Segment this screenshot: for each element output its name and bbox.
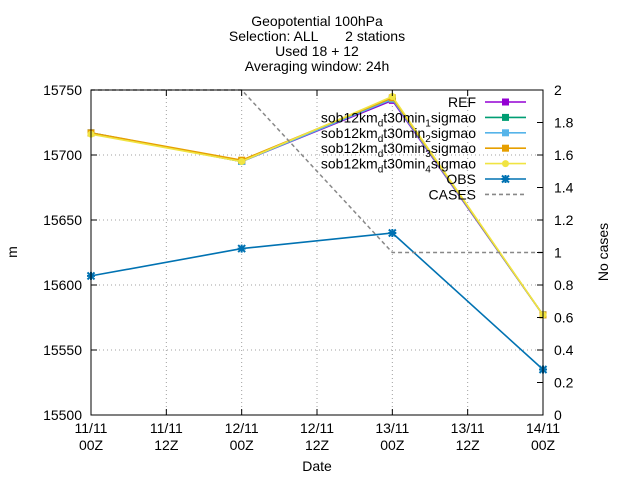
y2-tick-label: 1.8 [554,115,574,131]
y2-axis: 0 0.2 0.4 0.6 0.8 1 1.2 1.4 1.6 1.8 2 [537,82,574,423]
x-tick-label: 11/11 [75,420,108,436]
legend-label: sob12kmdt30min4sigmao [321,156,476,176]
y-axis: 15500 15550 15600 15650 15700 15750 [43,82,97,423]
series-line [91,89,543,254]
x-tick-label: 13/11 [451,420,485,436]
y2-tick-label: 1.4 [554,180,574,196]
legend-label: sob12kmdt30min1sigmao [321,109,476,129]
x-tick-label: 12/11 [300,420,334,436]
title-line: Averaging window: 24h [245,58,390,74]
legend-label: REF [448,94,476,110]
data-point [388,228,397,238]
x-tick-label: 00Z [79,437,104,453]
y2-tick-label: 1.6 [554,147,574,163]
series-line [90,95,544,316]
x-tick-label: 12Z [456,437,481,453]
y2-tick-label: 1 [554,245,562,261]
x-axis-label: Date [302,458,332,474]
x-tick-label: 14/11 [526,420,560,436]
data-point [388,93,396,100]
x-tick-label: 12Z [154,437,179,453]
data-point [502,113,509,121]
y-axis-label: m [4,246,20,258]
legend-label: sob12kmdt30min2sigmao [321,125,476,145]
title-line: Geopotential 100hPa [251,13,383,29]
y-tick-label: 15700 [43,147,82,163]
x-tick-label: 00Z [230,437,255,453]
legend-label: sob12kmdt30min3sigmao [321,140,476,160]
data-point [237,244,246,253]
y2-tick-label: 1.2 [554,212,574,228]
series-cases [91,89,543,254]
x-tick-label: 12Z [305,437,330,453]
x-axis: 11/1100Z11/1112Z12/1100Z12/1112Z13/1100Z… [75,90,560,453]
title-line: Selection: ALL 2 stations [229,28,405,44]
data-point [238,158,246,165]
y2-axis-label: No cases [595,223,611,281]
legend-label: OBS [446,171,476,187]
y-tick-label: 15600 [43,277,82,293]
y2-tick-label: 0 [554,407,562,423]
y-tick-label: 15500 [43,407,82,423]
x-tick-label: 13/11 [375,420,409,436]
title-line: Used 18 + 12 [275,43,359,59]
legend: REFsob12kmdt30min1sigmaosob12kmdt30min2s… [321,94,526,202]
y-tick-label: 15750 [43,82,82,98]
y-tick-label: 15550 [43,342,82,358]
series-sob12km-dt30min-4sigmao [87,93,547,319]
legend-label: CASES [429,186,476,202]
data-point [501,174,510,184]
x-tick-label: 00Z [380,437,405,453]
y2-tick-label: 0.8 [554,277,574,293]
data-point [502,160,509,168]
grid [91,90,543,415]
data-point [502,144,509,152]
x-tick-label: 12/11 [225,420,259,436]
x-tick-label: 00Z [531,437,556,453]
y2-tick-label: 0.6 [554,310,574,326]
x-tick-label: 11/11 [150,420,183,436]
series-line [90,232,544,371]
y2-tick-label: 2 [554,82,562,98]
data-point [502,98,509,106]
y2-tick-label: 0.4 [554,342,574,358]
data-point [502,129,509,137]
y-tick-label: 15650 [43,212,82,228]
y2-tick-label: 0.2 [554,375,574,391]
